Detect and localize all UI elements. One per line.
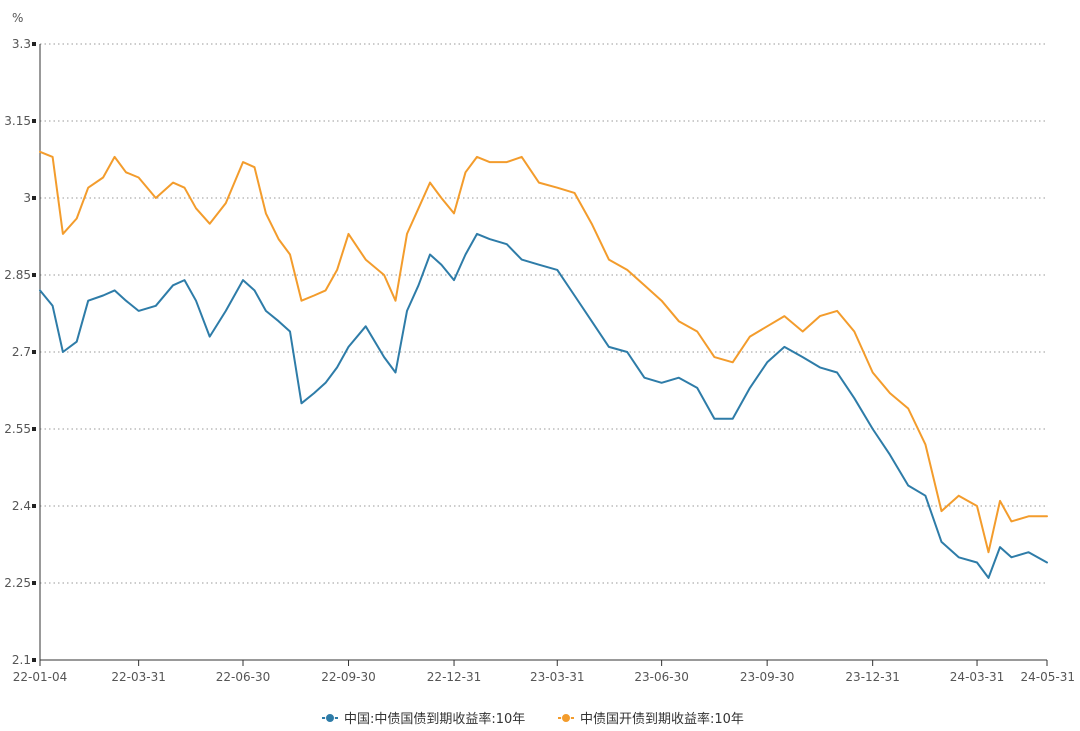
y-tick-mark <box>32 119 36 123</box>
legend-label: 中债国开债到期收益率:10年 <box>580 711 744 727</box>
y-tick-label: 2.7 <box>12 345 31 359</box>
y-tick-label: 2.85 <box>4 268 31 282</box>
y-tick-label: 3.3 <box>12 37 31 51</box>
legend: 中国:中债国债到期收益率:10年 中债国开债到期收益率:10年 <box>322 711 744 727</box>
x-tick-label: 24-03-31 <box>950 670 1004 684</box>
y-tick-label: 3.15 <box>4 114 31 128</box>
y-tick-mark <box>32 273 36 277</box>
y-tick-label: 2.4 <box>12 499 31 513</box>
legend-swatch-marker <box>325 713 335 723</box>
y-tick-mark <box>32 196 36 200</box>
y-tick-label: 2.1 <box>12 653 31 667</box>
y-axis-unit-label: % <box>12 11 23 25</box>
y-tick-mark <box>32 581 36 585</box>
x-axis-ticks: 22-01-04 22-03-31 22-06-30 22-09-30 22-12-31… <box>13 660 1075 684</box>
series-line-2 <box>39 150 1048 554</box>
y-axis-ticks: 2.1 2.25 2.4 2.55 2.7 2.85 3 3.15 3.3 <box>4 37 36 667</box>
y-tick-mark <box>32 350 36 354</box>
y-tick-label: 3 <box>23 191 31 205</box>
x-tick-label: 22-09-30 <box>321 670 375 684</box>
x-tick-label: 23-12-31 <box>845 670 899 684</box>
axes: % <box>12 11 1047 661</box>
x-tick-label: 23-03-31 <box>530 670 584 684</box>
grid-lines <box>40 43 1047 584</box>
x-tick-label: 22-01-04 <box>13 670 67 684</box>
x-tick-label: 23-06-30 <box>634 670 688 684</box>
y-tick-label: 2.55 <box>4 422 31 436</box>
x-tick-label: 22-12-31 <box>427 670 481 684</box>
x-tick-label: 24-05-31 <box>1021 670 1075 684</box>
y-tick-label: 2.25 <box>4 576 31 590</box>
x-tick-label: 23-09-30 <box>740 670 794 684</box>
x-tick-label: 22-03-31 <box>111 670 165 684</box>
legend-label: 中国:中债国债到期收益率:10年 <box>344 711 525 727</box>
y-tick-mark <box>32 427 36 431</box>
series-lines <box>39 150 1048 579</box>
y-tick-mark <box>32 504 36 508</box>
x-tick-label: 22-06-30 <box>216 670 270 684</box>
legend-swatch-marker <box>561 713 571 723</box>
y-tick-mark <box>32 658 36 662</box>
y-tick-mark <box>32 42 36 46</box>
series-line-1 <box>39 232 1048 579</box>
